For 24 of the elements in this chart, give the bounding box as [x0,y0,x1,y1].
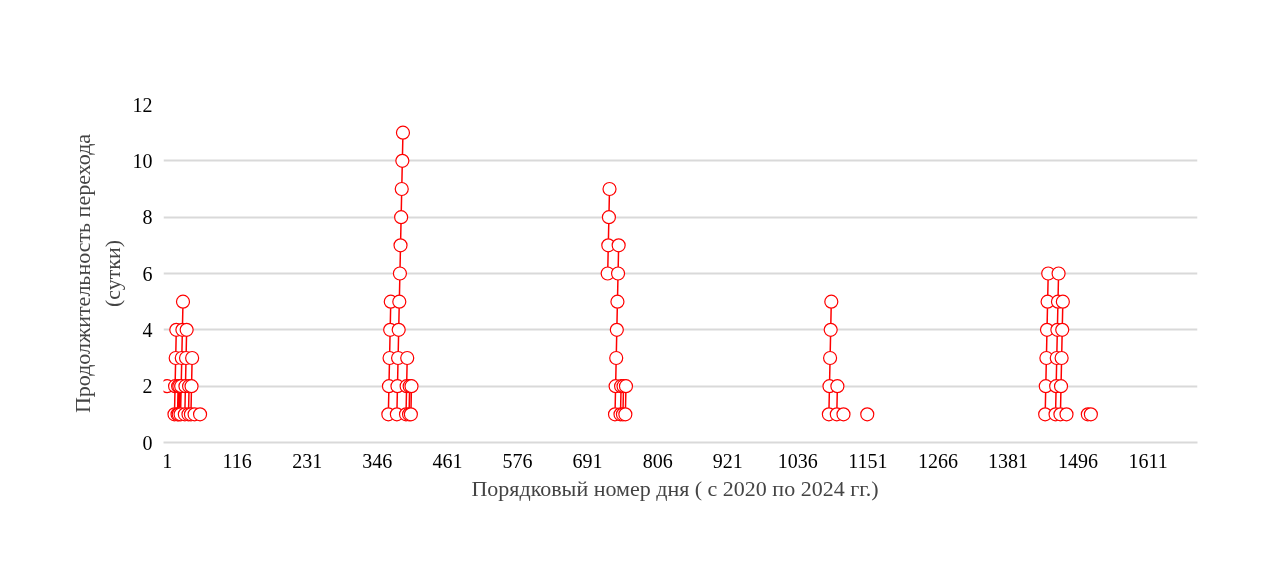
x-tick-label: 691 [572,449,603,472]
y-tick-label: 6 [142,262,153,285]
y-tick-label: 12 [132,93,153,116]
y-tick-label: 2 [142,375,153,398]
x-tick-label: 921 [712,449,743,472]
x-tick-label: 1266 [917,449,958,472]
x-tick-label: 1611 [1128,449,1168,472]
x-tick-label: 1496 [1058,449,1099,472]
x-axis-title: Порядковый номер дня ( с 2020 по 2024 гг.) [471,475,879,501]
x-tick-label: 231 [292,449,323,472]
x-tick-label: 1151 [848,449,888,472]
x-tick-label: 461 [432,449,463,472]
y-tick-label: 10 [132,149,153,172]
x-tick-label: 576 [502,449,533,472]
y-tick-label: 8 [142,206,153,229]
x-tick-label: 1036 [777,449,818,472]
y-tick-label: 4 [142,318,153,341]
x-tick-label: 346 [362,449,393,472]
x-tick-label: 116 [222,449,252,472]
x-tick-label: 1381 [988,449,1028,472]
x-tick-label: 1 [162,449,173,472]
x-tick-label: 806 [642,449,673,472]
y-tick-label: 0 [142,431,153,454]
y-axis-title: Продолжительность перехода (сутки) [69,133,125,414]
